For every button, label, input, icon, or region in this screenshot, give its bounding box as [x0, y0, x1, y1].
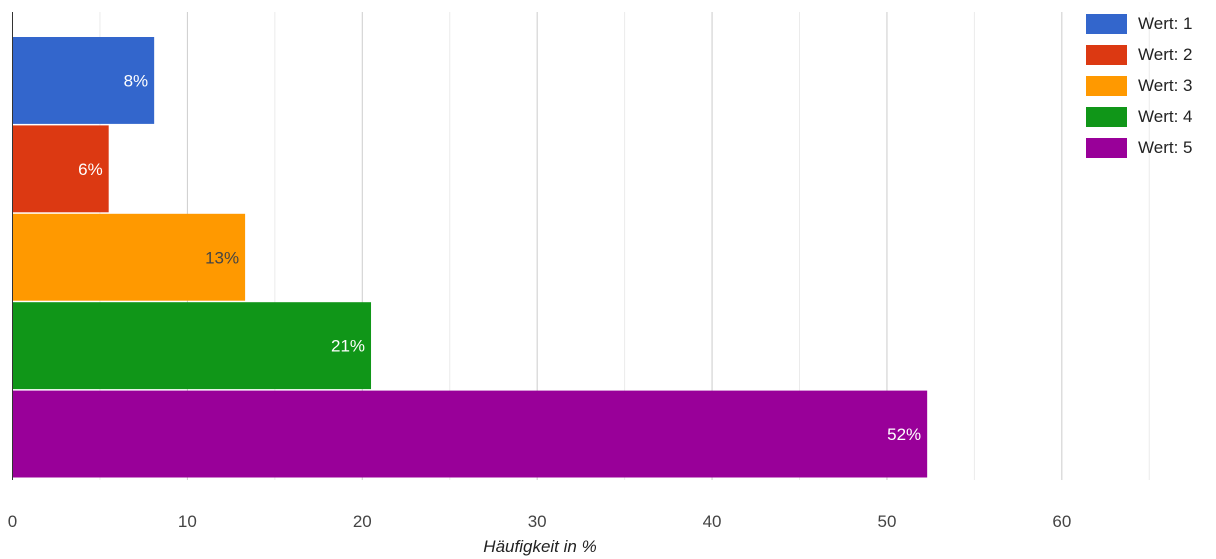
legend-swatch: [1086, 44, 1127, 65]
x-tick-label: 60: [1052, 512, 1071, 531]
bar[interactable]: [12, 125, 109, 213]
x-tick-label: 10: [178, 512, 197, 531]
bar[interactable]: [12, 213, 246, 301]
data-label: 8%: [124, 71, 149, 90]
minor-gridlines: [99, 12, 1150, 480]
legend: Wert: 1 Wert: 2 Wert: 3 Wert: 4 Wert: 5: [1086, 8, 1192, 163]
x-tick-label: 0: [8, 512, 17, 531]
bars: 8% 6% 13% 21% 52%: [12, 37, 928, 478]
data-label: 52%: [887, 425, 921, 444]
x-tick-label: 50: [877, 512, 896, 531]
x-tick-labels: 0 10 20 30 40 50 60: [8, 512, 1072, 531]
legend-label: Wert: 4: [1138, 106, 1193, 126]
bar[interactable]: [12, 302, 372, 390]
x-axis-title: Häufigkeit in %: [483, 537, 596, 556]
legend-swatch: [1086, 137, 1127, 158]
bar[interactable]: [12, 37, 155, 124]
x-tick-label: 40: [703, 512, 722, 531]
legend-label: Wert: 5: [1138, 137, 1193, 157]
data-label: 21%: [331, 337, 365, 356]
legend-item[interactable]: Wert: 5: [1086, 132, 1192, 163]
legend-item[interactable]: Wert: 2: [1086, 39, 1192, 70]
bar[interactable]: [12, 390, 928, 478]
legend-label: Wert: 2: [1138, 44, 1193, 64]
legend-label: Wert: 1: [1138, 13, 1193, 33]
data-label: 13%: [205, 248, 239, 267]
x-tick-label: 20: [353, 512, 372, 531]
legend-item[interactable]: Wert: 1: [1086, 8, 1192, 39]
data-label: 6%: [78, 160, 103, 179]
legend-item[interactable]: Wert: 3: [1086, 70, 1192, 101]
legend-label: Wert: 3: [1138, 75, 1193, 95]
x-tick-label: 30: [528, 512, 547, 531]
legend-swatch: [1086, 13, 1127, 34]
legend-swatch: [1086, 106, 1127, 127]
legend-swatch: [1086, 75, 1127, 96]
legend-item[interactable]: Wert: 4: [1086, 101, 1192, 132]
